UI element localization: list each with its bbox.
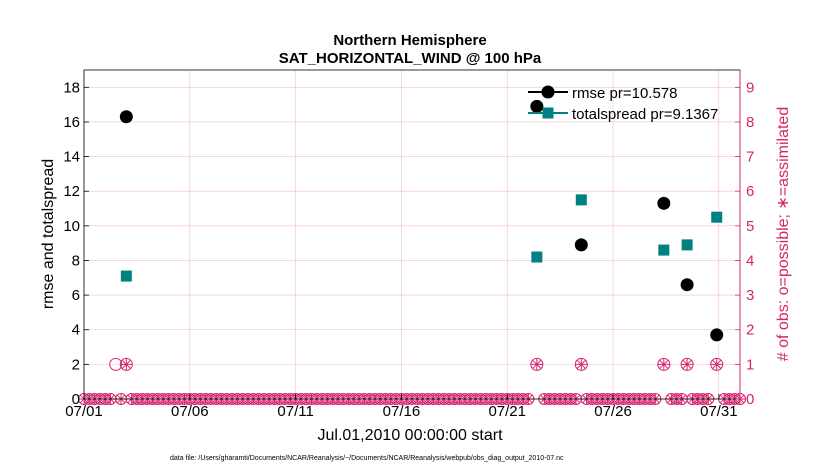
y-tick-label: 0 bbox=[72, 391, 80, 408]
y-tick-label: 4 bbox=[72, 322, 80, 339]
rmse-point bbox=[710, 328, 724, 342]
chart-subtitle: SAT_HORIZONTAL_WIND @ 100 hPa bbox=[279, 50, 542, 67]
rmse-point bbox=[530, 99, 544, 113]
x-tick-label: 07/21 bbox=[488, 403, 526, 420]
totalspread-point bbox=[711, 211, 723, 223]
x-tick-label: 07/16 bbox=[383, 403, 421, 420]
y-right-tick-label: 7 bbox=[746, 149, 754, 166]
y-right-tick-label: 8 bbox=[746, 114, 754, 131]
totalspread-point bbox=[681, 239, 693, 251]
y-right-tick-label: 9 bbox=[746, 79, 754, 96]
y-right-tick-label: 4 bbox=[746, 252, 754, 269]
obs-assimilated-marker bbox=[681, 358, 694, 371]
rmse-point bbox=[574, 238, 588, 252]
y-right-tick-label: 5 bbox=[746, 218, 754, 235]
y-axis-label: rmse and totalspread bbox=[40, 159, 57, 309]
rmse-point bbox=[680, 278, 694, 292]
obs-assimilated-marker bbox=[657, 358, 670, 371]
legend-totalspread-label: totalspread pr=9.1367 bbox=[572, 106, 718, 123]
y-right-tick-label: 3 bbox=[746, 287, 754, 304]
obs-count-layer bbox=[78, 357, 746, 405]
obs-assimilated-marker bbox=[710, 358, 723, 371]
x-tick-label: 07/26 bbox=[594, 403, 632, 420]
y-tick-label: 14 bbox=[63, 149, 80, 166]
y-right-tick-label: 0 bbox=[746, 391, 754, 408]
totalspread-point bbox=[658, 244, 670, 256]
x-tick-label: 07/01 bbox=[65, 403, 103, 420]
y-right-tick-label: 6 bbox=[746, 183, 754, 200]
series-layer bbox=[119, 99, 724, 342]
obs-assimilated-marker bbox=[575, 358, 588, 371]
chart-title: Northern Hemisphere bbox=[333, 32, 486, 49]
y-tick-label: 8 bbox=[72, 252, 80, 269]
y-tick-label: 6 bbox=[72, 287, 80, 304]
totalspread-point bbox=[575, 194, 587, 206]
legend: rmse pr=10.578 totalspread pr=9.1367 bbox=[528, 85, 718, 123]
y-tick-label: 18 bbox=[63, 79, 80, 96]
totalspread-point bbox=[120, 270, 132, 282]
y-tick-label: 16 bbox=[63, 114, 80, 131]
y-axis-right: 0 1 2 3 4 5 6 7 8 9 bbox=[735, 79, 754, 408]
y-tick-label: 2 bbox=[72, 356, 80, 373]
y-tick-label: 12 bbox=[63, 183, 80, 200]
obs-assimilated-marker bbox=[530, 358, 543, 371]
rmse-point bbox=[657, 196, 671, 210]
y-axis-left: 0 2 4 6 8 10 12 14 16 18 bbox=[63, 79, 89, 408]
obs-assimilated-marker bbox=[120, 358, 133, 371]
x-tick-label: 07/06 bbox=[171, 403, 209, 420]
y-tick-label: 10 bbox=[63, 218, 80, 235]
y-right-tick-label: 1 bbox=[746, 356, 754, 373]
totalspread-point bbox=[531, 251, 543, 263]
x-tick-label: 07/31 bbox=[700, 403, 738, 420]
legend-totalspread-marker bbox=[542, 107, 554, 119]
data-file-footer: data file: /Users/gharamti/Documents/NCA… bbox=[170, 455, 564, 462]
rmse-point bbox=[119, 110, 133, 124]
y-axis-label-right: # of obs: o=possible; ∗=assimilated bbox=[775, 107, 792, 361]
x-axis-label: Jul.01,2010 00:00:00 start bbox=[317, 427, 503, 444]
x-axis: 07/01 07/06 07/11 07/16 07/21 07/26 07/31 bbox=[65, 394, 738, 420]
x-tick-label: 07/11 bbox=[277, 403, 313, 420]
grid-lines bbox=[83, 70, 740, 399]
legend-rmse-marker bbox=[541, 85, 555, 99]
legend-rmse-label: rmse pr=10.578 bbox=[572, 85, 677, 102]
y-right-tick-label: 2 bbox=[746, 322, 754, 339]
